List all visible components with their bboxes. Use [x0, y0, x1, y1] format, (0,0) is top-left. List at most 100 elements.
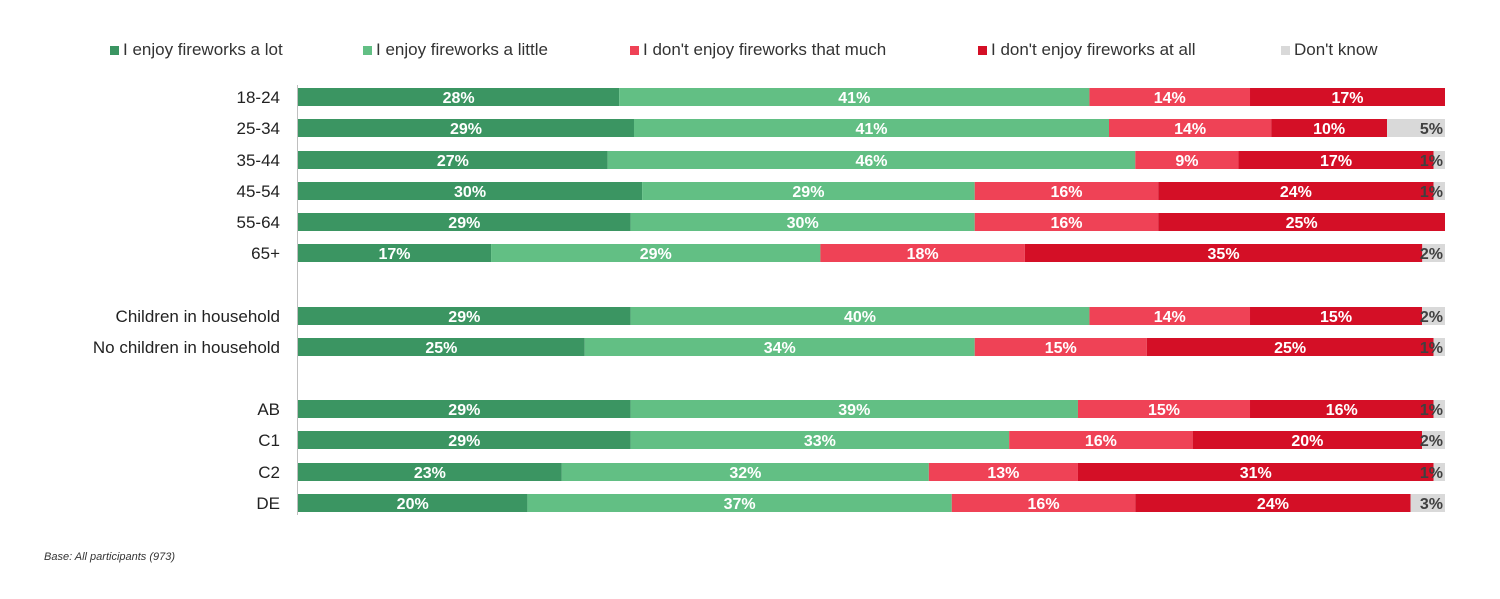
bar-segment — [1158, 213, 1445, 231]
bar-segment — [1422, 307, 1445, 325]
data-label: 2% — [1420, 309, 1443, 326]
bar-segment — [1089, 307, 1251, 325]
bar-segment — [1238, 151, 1434, 169]
data-label: 29% — [448, 215, 480, 232]
bar-segment — [1250, 400, 1434, 418]
bar-segment — [1250, 307, 1423, 325]
data-label: 15% — [1320, 309, 1352, 326]
bar-segment — [630, 307, 1090, 325]
legend: I enjoy fireworks a lot I enjoy fireworks… — [0, 40, 1500, 62]
bar-segment — [491, 244, 821, 262]
bar-segment — [1422, 244, 1445, 262]
bar-segment — [1192, 431, 1423, 449]
data-label: 25% — [1274, 340, 1306, 357]
category-label: Children in household — [116, 307, 280, 326]
legend-item: Don't know — [1281, 40, 1378, 60]
data-label: 3% — [1420, 496, 1443, 513]
legend-label: I enjoy fireworks a lot — [123, 40, 283, 59]
data-label: 14% — [1174, 121, 1206, 138]
data-label: 2% — [1420, 246, 1443, 263]
bar-segment — [298, 338, 585, 356]
bar-segment — [561, 463, 929, 481]
bar-segment — [1410, 494, 1445, 512]
bar-segment — [1250, 88, 1445, 106]
legend-item: I enjoy fireworks a little — [363, 40, 548, 60]
category-label: 35-44 — [237, 151, 280, 170]
bar-segment — [584, 338, 975, 356]
data-label: 24% — [1280, 184, 1312, 201]
data-label: 10% — [1313, 121, 1345, 138]
bar-segment — [527, 494, 952, 512]
data-label: 29% — [448, 433, 480, 450]
bar-segment — [619, 88, 1090, 106]
category-label: C2 — [258, 463, 280, 482]
bar-segment — [298, 400, 631, 418]
legend-swatch — [110, 45, 119, 55]
legend-swatch — [978, 45, 987, 55]
data-label: 15% — [1045, 340, 1077, 357]
data-label: 32% — [729, 465, 761, 482]
bar-segment — [974, 338, 1147, 356]
bar-segment — [630, 431, 1010, 449]
data-label: 29% — [448, 402, 480, 419]
bar-segment — [1158, 182, 1434, 200]
data-label: 30% — [787, 215, 819, 232]
bar-segment — [298, 463, 562, 481]
bar-segment — [1109, 119, 1272, 137]
legend-label: Don't know — [1294, 40, 1378, 59]
bar-segment — [974, 213, 1159, 231]
data-label: 30% — [454, 184, 486, 201]
bar-segment — [633, 119, 1110, 137]
data-label: 16% — [1050, 215, 1082, 232]
bar-segment — [630, 213, 975, 231]
category-label: C1 — [258, 431, 280, 450]
category-label: No children in household — [93, 338, 280, 357]
data-label: 29% — [450, 121, 482, 138]
data-label: 24% — [1257, 496, 1289, 513]
bar-segment — [298, 307, 631, 325]
bar-segment — [1135, 151, 1239, 169]
data-label: 1% — [1420, 340, 1443, 357]
data-label: 33% — [804, 433, 836, 450]
category-label: 18-24 — [237, 88, 280, 107]
bar-segment — [1433, 463, 1445, 481]
bar-segment — [1422, 431, 1445, 449]
category-label: 65+ — [251, 244, 280, 263]
bar-segment — [298, 182, 643, 200]
bar-segment — [298, 213, 631, 231]
legend-swatch — [363, 45, 372, 55]
legend-label: I don't enjoy fireworks that much — [643, 40, 887, 59]
category-label: 45-54 — [237, 182, 280, 201]
bar-segment — [1433, 338, 1445, 356]
data-label: 34% — [764, 340, 796, 357]
data-label: 5% — [1420, 121, 1443, 138]
bar-segment — [298, 431, 631, 449]
legend-item: I don't enjoy fireworks at all — [978, 40, 1196, 60]
data-label: 25% — [425, 340, 457, 357]
data-label: 17% — [1331, 90, 1363, 107]
data-label: 18% — [907, 246, 939, 263]
base-footnote: Base: All participants (973) — [44, 551, 176, 563]
bar-segment — [298, 151, 608, 169]
bar-segment — [974, 182, 1159, 200]
bar-segment — [928, 463, 1078, 481]
data-label: 29% — [640, 246, 672, 263]
bar-segment — [1271, 119, 1388, 137]
bar-segment — [1009, 431, 1193, 449]
data-label: 23% — [414, 465, 446, 482]
data-label: 41% — [855, 121, 887, 138]
data-label: 14% — [1154, 309, 1186, 326]
data-label: 16% — [1050, 184, 1082, 201]
data-label: 40% — [844, 309, 876, 326]
data-label: 17% — [379, 246, 411, 263]
category-label: AB — [257, 400, 280, 419]
data-label: 1% — [1420, 402, 1443, 419]
bar-segment — [1024, 244, 1423, 262]
data-label: 13% — [987, 465, 1019, 482]
data-label: 35% — [1208, 246, 1240, 263]
bar-segment — [607, 151, 1136, 169]
bar-segment — [1433, 182, 1445, 200]
category-label: 55-64 — [237, 213, 280, 232]
bar-segment — [1433, 151, 1445, 169]
